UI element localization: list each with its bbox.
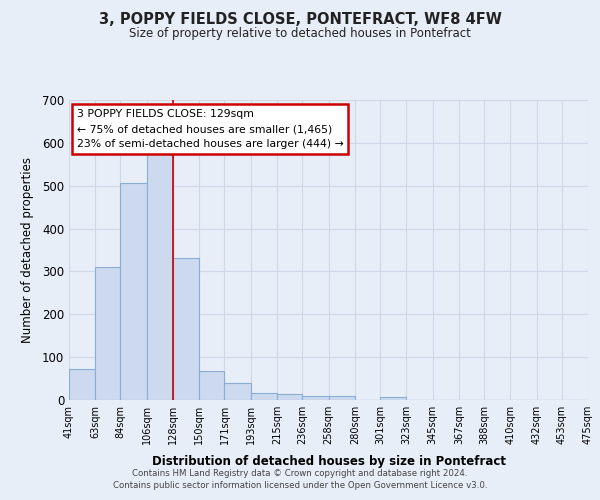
Bar bbox=[95, 266, 121, 400]
Bar bbox=[147, 153, 173, 400]
Bar bbox=[199, 371, 224, 400]
Bar bbox=[302, 396, 329, 400]
Bar bbox=[380, 397, 406, 400]
Bar bbox=[277, 394, 302, 400]
Y-axis label: Number of detached properties: Number of detached properties bbox=[20, 157, 34, 343]
Text: Size of property relative to detached houses in Pontefract: Size of property relative to detached ho… bbox=[129, 28, 471, 40]
X-axis label: Distribution of detached houses by size in Pontefract: Distribution of detached houses by size … bbox=[151, 456, 505, 468]
Bar bbox=[121, 182, 147, 400]
Text: 3, POPPY FIELDS CLOSE, PONTEFRACT, WF8 4FW: 3, POPPY FIELDS CLOSE, PONTEFRACT, WF8 4… bbox=[98, 12, 502, 28]
Bar bbox=[173, 258, 199, 400]
Bar bbox=[69, 369, 95, 400]
Bar bbox=[251, 392, 277, 400]
Text: Contains HM Land Registry data © Crown copyright and database right 2024.: Contains HM Land Registry data © Crown c… bbox=[132, 468, 468, 477]
Text: Contains public sector information licensed under the Open Government Licence v3: Contains public sector information licen… bbox=[113, 481, 487, 490]
Bar bbox=[329, 396, 355, 400]
Text: 3 POPPY FIELDS CLOSE: 129sqm
← 75% of detached houses are smaller (1,465)
23% of: 3 POPPY FIELDS CLOSE: 129sqm ← 75% of de… bbox=[77, 109, 344, 150]
Bar bbox=[224, 383, 251, 400]
